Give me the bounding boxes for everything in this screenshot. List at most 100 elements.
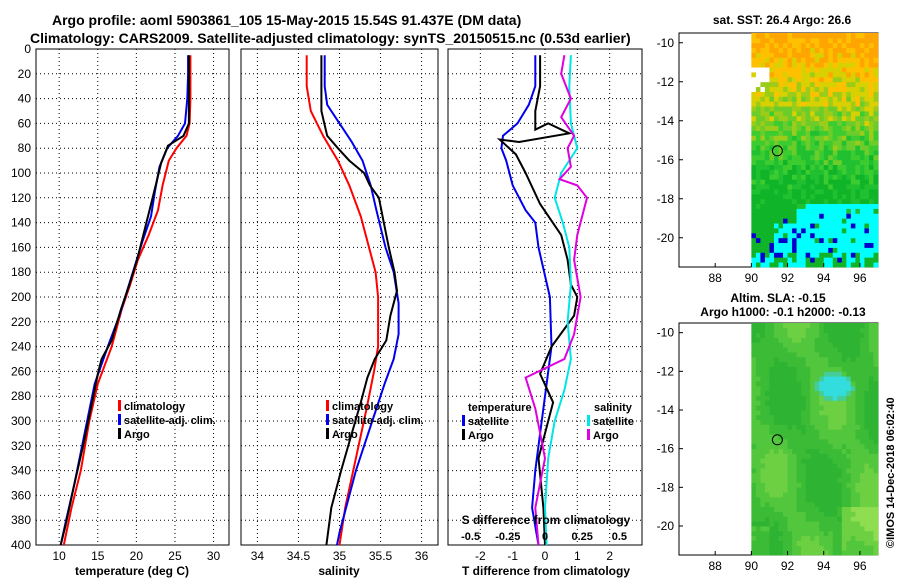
legend-swatch-s-argo xyxy=(587,429,590,440)
map-cell xyxy=(764,208,770,214)
map-cell xyxy=(783,252,788,258)
map-cell xyxy=(850,390,856,396)
map-cell xyxy=(783,150,788,156)
x-tick-label: 35.5 xyxy=(369,549,393,563)
map-cell xyxy=(787,390,793,396)
map-cell xyxy=(805,410,811,416)
map-cell xyxy=(850,506,856,512)
map-cell xyxy=(832,327,838,334)
salinity-legend: climatology satellite-adj. clim. Argo xyxy=(326,400,424,441)
map-cell xyxy=(873,419,879,425)
map-cell xyxy=(846,228,852,234)
map-cell xyxy=(778,228,784,234)
map-cell xyxy=(751,57,757,63)
map-cell xyxy=(769,506,775,512)
map-cell xyxy=(801,448,807,454)
map-cell xyxy=(787,419,793,425)
map-cell xyxy=(873,203,879,209)
map-cell xyxy=(764,453,770,459)
difference-panel: -2 -1 0 1 2 -0.5 -0.25 0 0.25 0.5 S difference f… xyxy=(447,48,643,578)
map-cell xyxy=(837,516,843,522)
map-cell xyxy=(801,159,807,166)
map-cell xyxy=(832,232,838,239)
lon-tick-label: 96 xyxy=(853,559,867,573)
map-cell xyxy=(828,468,834,474)
map-cell xyxy=(773,332,779,338)
map-cell xyxy=(873,115,879,122)
map-cell xyxy=(814,242,820,248)
temperature-grid xyxy=(36,49,229,545)
map-cell xyxy=(787,506,793,512)
map-cell xyxy=(773,91,779,97)
map-cell xyxy=(855,381,861,387)
map-cell xyxy=(828,381,834,387)
map-cell xyxy=(773,237,779,244)
map-cell xyxy=(819,198,825,205)
map-cell xyxy=(805,218,811,224)
map-cell xyxy=(801,419,807,425)
map-cell xyxy=(859,381,865,387)
map-cell xyxy=(796,184,802,190)
map-cell xyxy=(859,96,865,102)
map-cell xyxy=(769,57,775,63)
x-tick-label: 35 xyxy=(333,549,347,563)
series-line-climatology xyxy=(305,55,380,546)
map-cell xyxy=(783,208,788,214)
map-cell xyxy=(846,352,852,358)
map-cell xyxy=(783,497,788,503)
map-cell xyxy=(850,405,856,411)
map-cell xyxy=(810,429,816,435)
map-cell xyxy=(773,115,779,122)
map-cell xyxy=(764,434,770,440)
map-cell xyxy=(841,37,847,44)
map-cell xyxy=(841,405,847,411)
map-cell xyxy=(841,516,847,522)
map-cell xyxy=(760,120,766,127)
map-cell xyxy=(832,135,838,141)
map-cell xyxy=(859,419,865,425)
map-cell xyxy=(868,189,874,195)
map-cell xyxy=(859,332,865,338)
map-cell xyxy=(755,463,761,469)
difference-top-tick-labels: -0.5 -0.25 0 0.25 0.5 xyxy=(461,531,627,543)
map-cell xyxy=(769,42,775,49)
map-cell xyxy=(783,434,788,440)
map-cell xyxy=(773,337,779,343)
map-cell xyxy=(805,184,811,190)
map-cell xyxy=(819,497,825,503)
map-cell xyxy=(859,164,865,170)
map-cell xyxy=(837,521,843,527)
map-cell xyxy=(855,189,861,195)
map-cell xyxy=(837,545,843,551)
map-cell xyxy=(769,477,775,483)
map-cell xyxy=(841,342,847,348)
map-cell xyxy=(859,81,865,88)
map-cell xyxy=(778,81,784,88)
map-cell xyxy=(769,545,775,551)
map-cell xyxy=(850,252,856,258)
map-cell xyxy=(801,223,807,229)
map-cell xyxy=(819,405,825,411)
map-cell xyxy=(751,337,757,343)
map-cell xyxy=(823,424,829,430)
map-cell xyxy=(864,57,870,63)
map-cell xyxy=(760,262,766,268)
map-cell xyxy=(819,424,825,430)
legend-swatch-satellite-adj xyxy=(326,414,329,425)
map-cell xyxy=(773,371,779,377)
map-cell xyxy=(755,101,761,107)
map-cell xyxy=(773,487,779,493)
map-cell xyxy=(796,550,802,556)
map-cell xyxy=(769,247,775,253)
map-cell xyxy=(819,371,825,377)
map-cell xyxy=(873,106,879,112)
map-cell xyxy=(792,81,797,88)
map-cell xyxy=(783,535,788,541)
map-cell xyxy=(769,150,775,156)
map-cell xyxy=(787,400,793,406)
map-cell xyxy=(841,468,847,474)
map-cell xyxy=(805,492,811,498)
map-cell xyxy=(801,468,807,474)
map-cell xyxy=(796,526,802,532)
map-cell xyxy=(783,262,788,268)
